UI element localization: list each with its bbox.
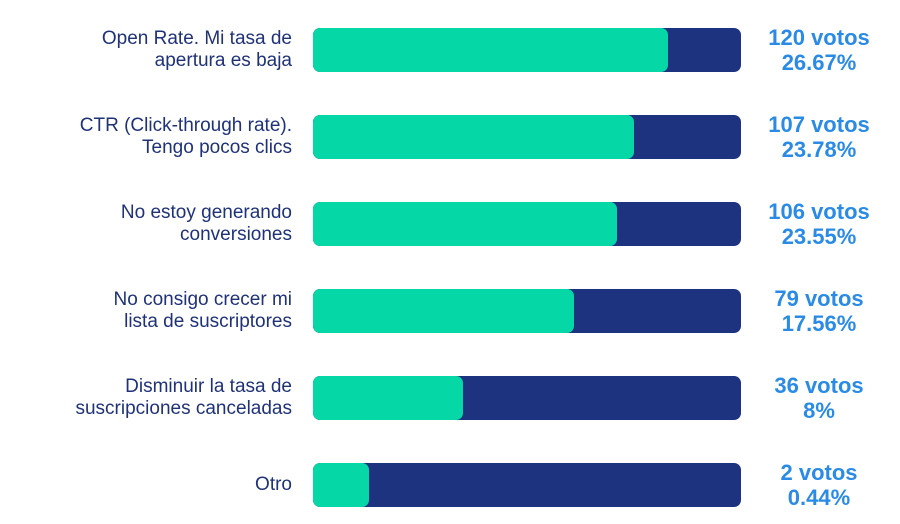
category-label: CTR (Click-through rate). Tengo pocos cl… (79, 115, 292, 158)
bar-fill (313, 202, 617, 246)
percent-label: 23.78% (781, 137, 857, 162)
votes-label: 36 votos (774, 373, 864, 398)
bar-fill (313, 463, 369, 507)
category-label: Otro (255, 474, 292, 495)
bar-track (313, 115, 741, 159)
bar-row: CTR (Click-through rate). Tengo pocos cl… (0, 99, 900, 175)
bar-fill (313, 28, 669, 72)
value-label: 36 votos 8% (748, 360, 890, 436)
value-label: 107 votos 23.78% (748, 99, 890, 175)
bar-fill (313, 289, 575, 333)
category-label: Disminuir la tasa de suscripciones cance… (75, 376, 292, 419)
value-label: 2 votos 0.44% (748, 447, 890, 523)
value-label: 106 votos 23.55% (748, 186, 890, 262)
percent-label: 26.67% (781, 50, 857, 75)
bar-track (313, 202, 741, 246)
bar-track (313, 289, 741, 333)
percent-label: 8% (803, 398, 835, 423)
percent-label: 23.55% (781, 224, 857, 249)
value-label: 79 votos 17.56% (748, 273, 890, 349)
bar-fill (313, 376, 463, 420)
bar-track (313, 463, 741, 507)
votes-label: 79 votos (774, 286, 864, 311)
bar-row: Open Rate. Mi tasa de apertura es baja 12… (0, 12, 900, 88)
bar-track (313, 376, 741, 420)
category-label: Open Rate. Mi tasa de apertura es baja (101, 28, 292, 71)
votes-label: 2 votos (780, 460, 858, 485)
bar-row: No estoy generando conversiones 106 votos… (0, 186, 900, 262)
bar-row: Otro 2 votos 0.44% (0, 447, 900, 523)
votes-label: 120 votos (768, 25, 870, 50)
bar-row: Disminuir la tasa de suscripciones cance… (0, 360, 900, 436)
category-label: No consigo crecer mi lista de suscriptor… (113, 289, 292, 332)
votes-label: 107 votos (768, 112, 870, 137)
percent-label: 0.44% (787, 485, 851, 510)
bar-track (313, 28, 741, 72)
value-label: 120 votos 26.67% (748, 12, 890, 88)
percent-label: 17.56% (781, 311, 857, 336)
bar-row: No consigo crecer mi lista de suscriptor… (0, 273, 900, 349)
bar-fill (313, 115, 634, 159)
votes-label: 106 votos (768, 199, 870, 224)
category-label: No estoy generando conversiones (120, 202, 292, 245)
